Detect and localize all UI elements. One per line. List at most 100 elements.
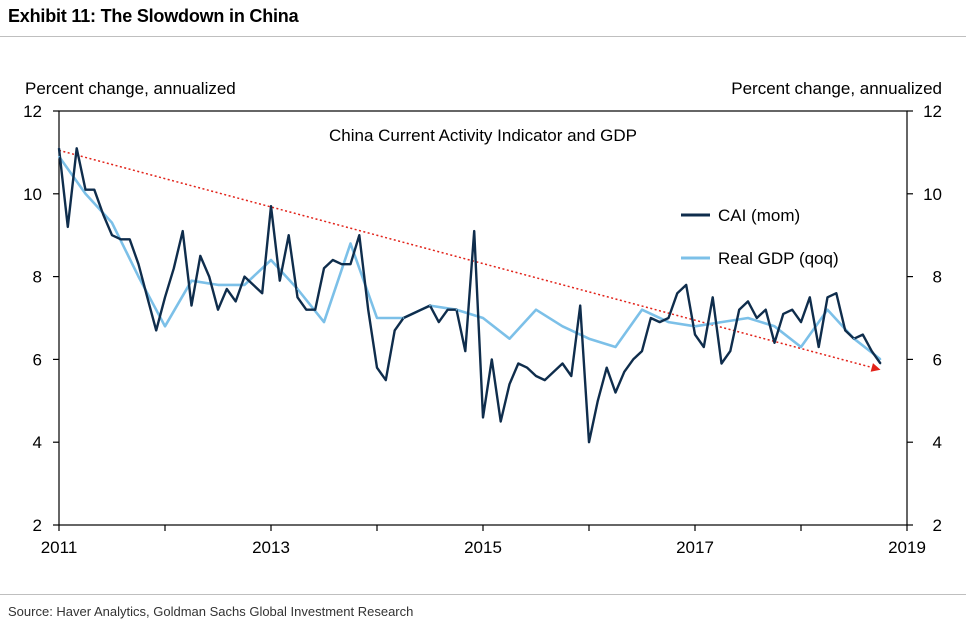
y-tick-label-left: 12 — [23, 102, 42, 121]
data-point-cai — [702, 346, 705, 348]
data-point-cai — [296, 296, 299, 299]
data-point-cai — [437, 321, 440, 323]
data-point-gdp — [720, 321, 723, 323]
data-point-gdp — [376, 317, 378, 319]
data-point-gdp — [508, 337, 511, 340]
data-point-cai — [641, 350, 643, 352]
data-point-cai — [861, 333, 864, 336]
y-tick-label-right: 8 — [933, 268, 942, 287]
data-point-cai — [323, 267, 325, 270]
data-point-cai — [835, 292, 838, 294]
data-point-gdp — [58, 155, 60, 158]
data-point-cai — [331, 259, 334, 261]
data-point-cai — [543, 379, 546, 381]
data-point-gdp — [402, 317, 405, 319]
y-tick-label-left: 6 — [33, 350, 42, 369]
data-point-cai — [278, 279, 281, 282]
data-point-cai — [411, 313, 414, 315]
data-point-gdp — [190, 279, 193, 282]
data-point-cai — [870, 350, 873, 352]
data-point-cai — [164, 296, 166, 299]
data-point-gdp — [773, 325, 776, 328]
data-point-cai — [243, 275, 246, 278]
data-point-cai — [605, 366, 608, 369]
data-point-gdp — [694, 325, 696, 328]
series-line-cai — [57, 147, 882, 444]
data-point-cai — [773, 342, 776, 344]
data-point-cai — [155, 329, 158, 332]
legend-label-real-gdp: Real GDP (qoq) — [718, 249, 839, 268]
data-point-gdp — [349, 242, 352, 245]
data-point-cai — [252, 284, 255, 286]
data-point-cai — [482, 416, 484, 419]
series-points-real-gdp — [58, 155, 882, 361]
data-point-cai — [623, 371, 626, 373]
data-point-gdp — [84, 193, 87, 195]
data-point-cai — [782, 313, 785, 315]
y-tick-label-left: 8 — [33, 268, 42, 287]
data-point-cai — [755, 317, 758, 319]
data-point-cai — [58, 147, 60, 150]
data-point-cai — [570, 375, 573, 377]
data-point-cai — [473, 230, 476, 232]
data-point-cai — [84, 188, 87, 191]
data-point-cai — [75, 147, 78, 150]
data-point-gdp — [800, 346, 802, 348]
data-point-cai — [676, 292, 679, 294]
y-tick-label-right: 10 — [923, 185, 942, 204]
y-tick-label-right: 12 — [923, 102, 942, 121]
data-point-cai — [384, 379, 387, 381]
y-tick-label-left: 4 — [33, 433, 42, 452]
data-point-cai — [225, 288, 228, 290]
data-point-cai — [349, 263, 352, 265]
y-tick-label-right: 2 — [933, 516, 942, 535]
data-point-cai — [305, 308, 308, 311]
y-axis-left-label: Percent change, annualized — [25, 79, 236, 98]
y-axis-right-label: Percent change, annualized — [731, 79, 942, 98]
y-axis-right: 2 4 6 8 10 12 — [907, 102, 942, 535]
data-point-gdp — [853, 337, 855, 340]
chart-title: China Current Activity Indicator and GDP — [329, 126, 637, 145]
data-point-cai — [340, 263, 343, 265]
data-point-cai — [720, 362, 723, 365]
data-point-cai — [632, 358, 635, 361]
data-point-cai — [172, 267, 175, 270]
x-tick-label: 2011 — [41, 538, 78, 557]
data-point-cai — [464, 350, 467, 352]
data-point-cai — [190, 304, 193, 307]
data-point-cai — [181, 230, 184, 232]
data-point-cai — [490, 358, 493, 361]
y-tick-label-left: 2 — [33, 516, 42, 535]
data-point-cai — [66, 226, 69, 228]
data-point-cai — [588, 441, 590, 444]
data-point-gdp — [747, 317, 749, 319]
data-point-cai — [517, 362, 520, 365]
data-point-cai — [102, 213, 105, 216]
data-point-cai — [747, 300, 749, 303]
data-point-cai — [199, 255, 202, 257]
data-point-cai — [552, 371, 555, 373]
data-point-cai — [119, 238, 122, 241]
y-tick-label-right: 6 — [933, 350, 942, 369]
y-axis-left: 2 4 6 8 10 12 — [23, 102, 59, 535]
data-point-cai — [764, 308, 767, 311]
data-point-gdp — [296, 288, 299, 290]
data-point-cai — [208, 275, 211, 278]
bottom-divider — [0, 594, 966, 595]
data-point-gdp — [455, 308, 458, 311]
data-point-cai — [261, 292, 264, 294]
x-tick-label: 2013 — [252, 538, 290, 557]
exhibit-title: Exhibit 11: The Slowdown in China — [8, 6, 299, 26]
data-point-cai — [234, 300, 237, 303]
data-point-cai — [446, 308, 449, 311]
data-point-cai — [217, 308, 219, 311]
data-point-cai — [393, 329, 396, 332]
source-note: Source: Haver Analytics, Goldman Sachs G… — [8, 604, 414, 619]
data-point-cai — [535, 375, 537, 377]
data-point-cai — [93, 188, 96, 191]
data-point-cai — [270, 205, 272, 208]
data-point-cai — [128, 238, 131, 241]
data-point-cai — [791, 308, 794, 311]
data-point-gdp — [164, 325, 166, 328]
data-point-gdp — [111, 221, 113, 224]
